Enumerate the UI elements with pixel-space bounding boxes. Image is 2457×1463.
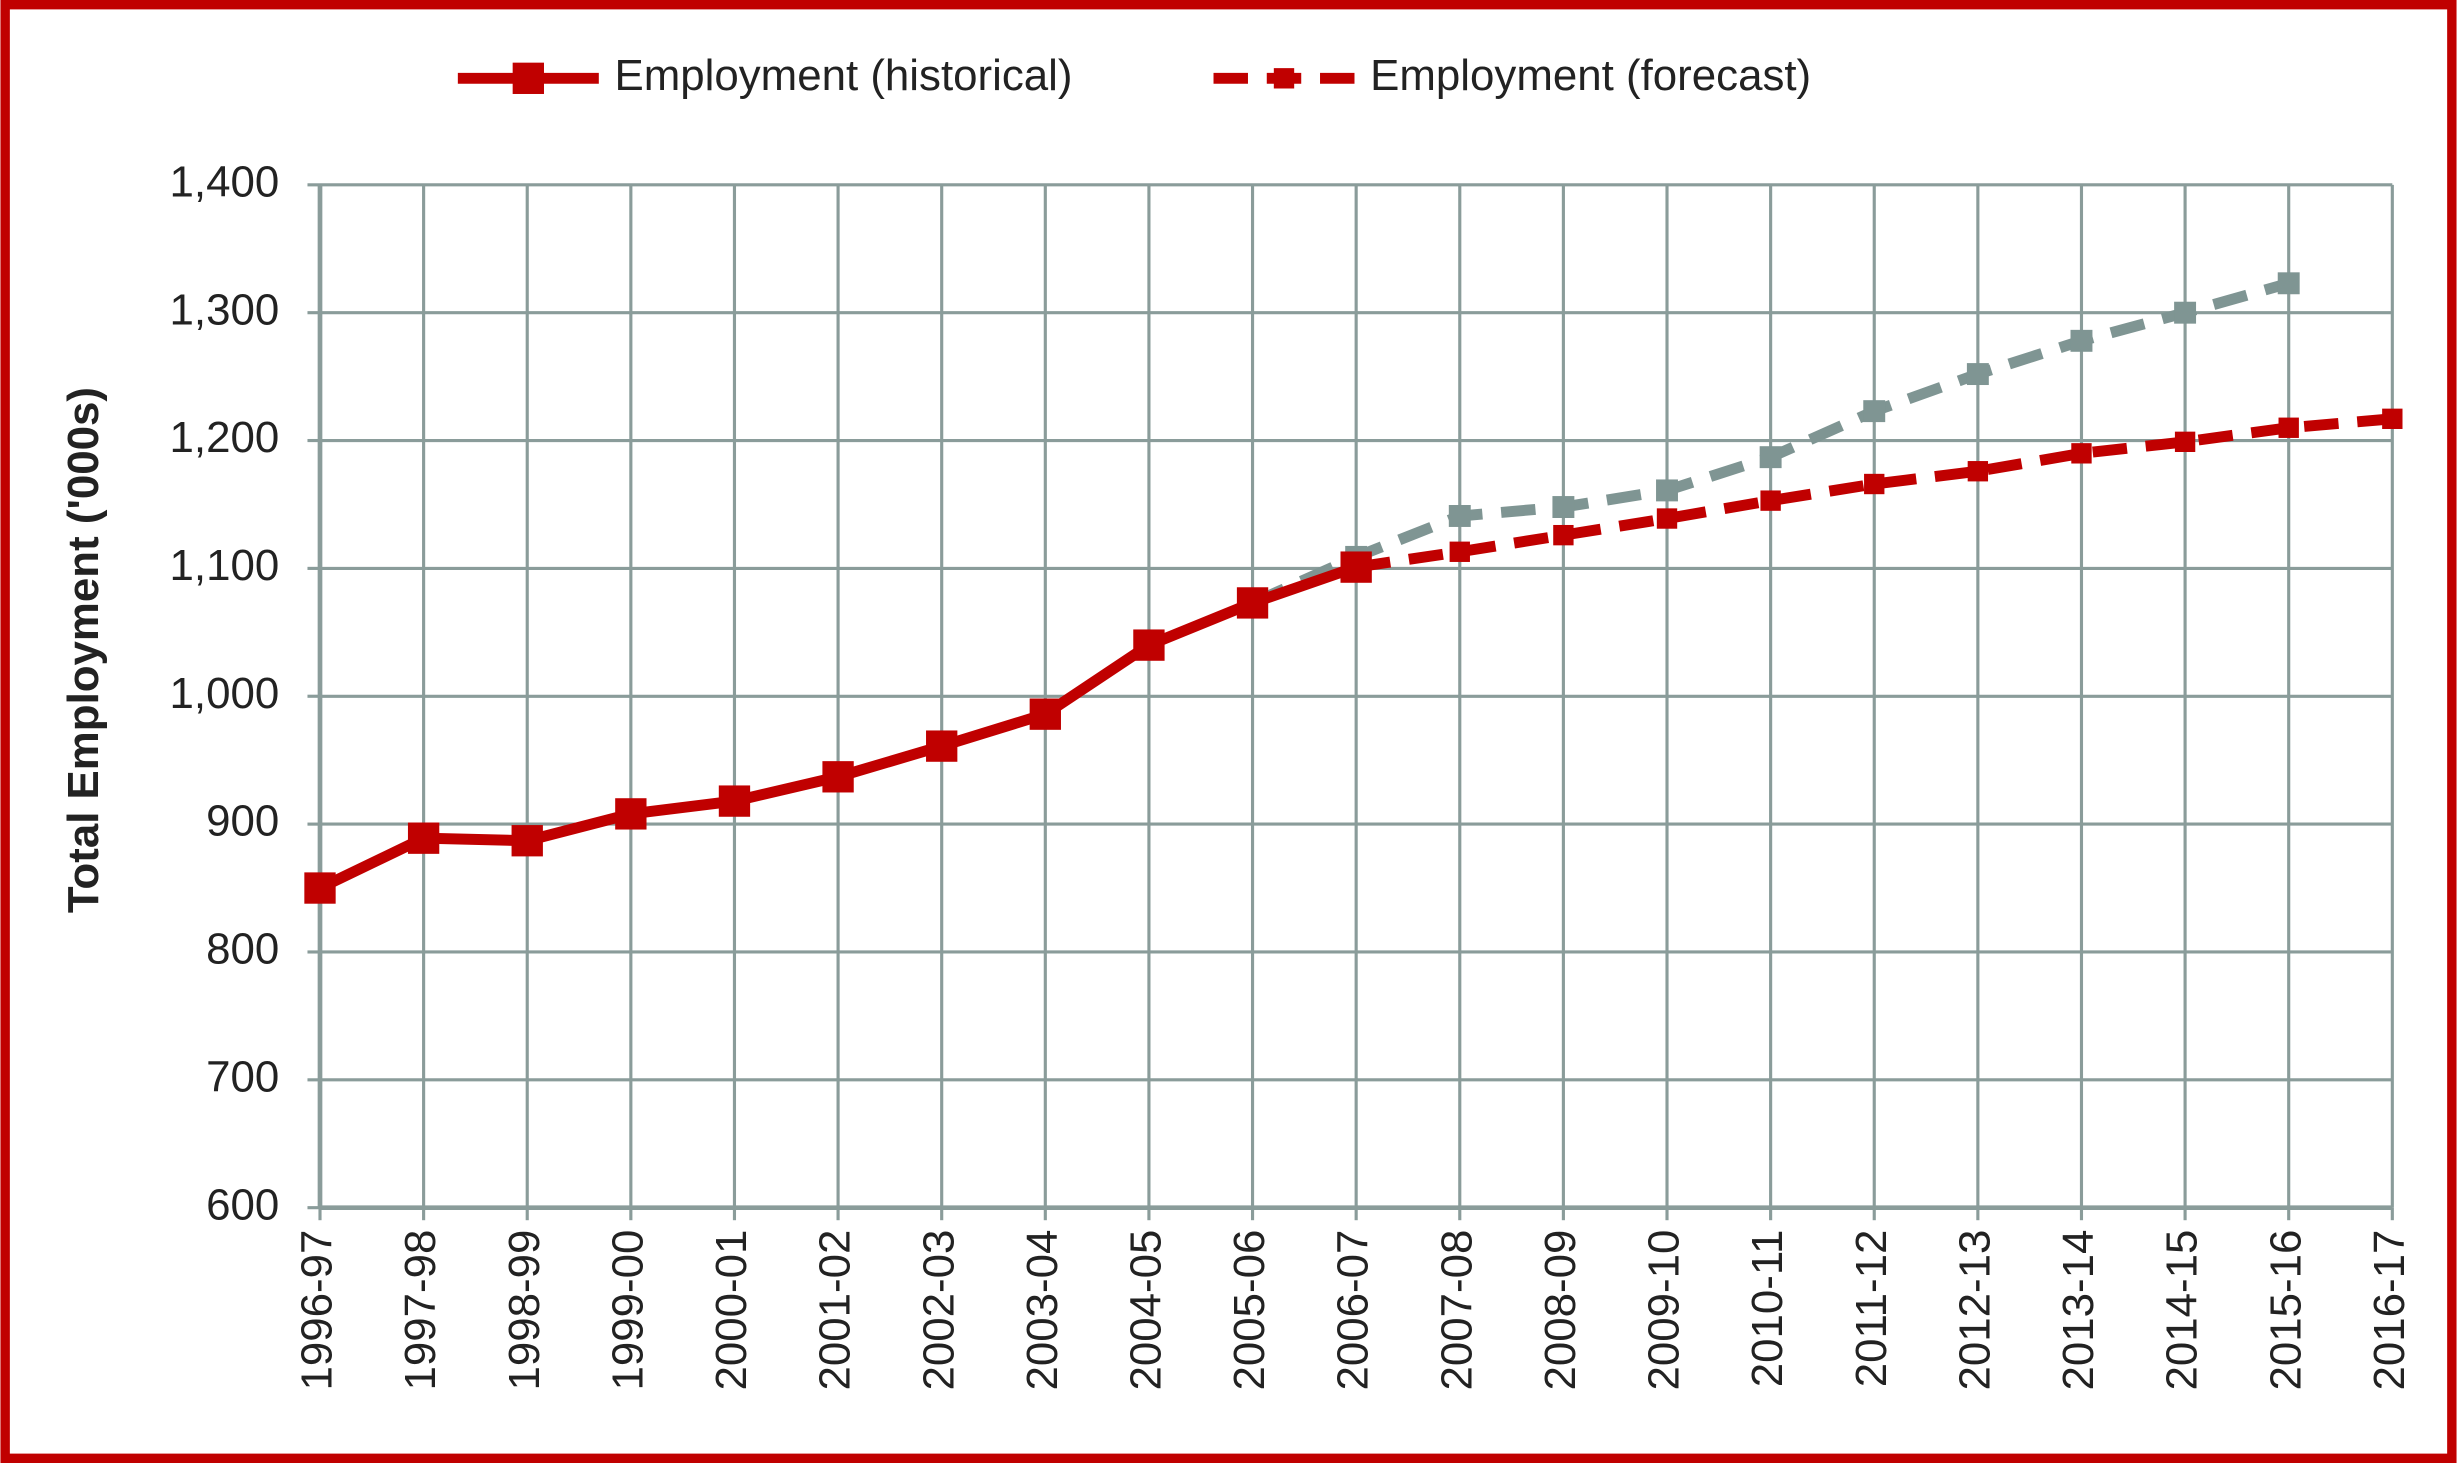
x-tick-label: 2007-08 [1432, 1230, 1481, 1391]
marker [1966, 363, 1989, 386]
y-tick-label: 1,200 [170, 413, 280, 462]
marker [1864, 473, 1885, 495]
marker [304, 872, 336, 904]
marker [1760, 490, 1781, 511]
legend-label: Employment (forecast) [1370, 51, 1811, 100]
x-tick-label: 2013-14 [2054, 1230, 2103, 1391]
marker [615, 798, 647, 830]
x-tick-label: 2014-15 [2158, 1230, 2207, 1391]
marker [1863, 400, 1886, 423]
marker [1029, 698, 1061, 730]
marker [1656, 508, 1678, 529]
x-tick-label: 2012-13 [1950, 1230, 1999, 1391]
marker [1656, 479, 1678, 502]
legend-marker [1273, 68, 1295, 89]
marker [1553, 524, 1574, 546]
x-tick-label: 2005-06 [1225, 1230, 1274, 1391]
marker [407, 822, 440, 854]
x-tick-label: 2004-05 [1122, 1230, 1171, 1391]
marker [2277, 272, 2300, 295]
marker [926, 730, 958, 762]
y-tick-label: 700 [206, 1052, 279, 1101]
x-tick-label: 2010-11 [1743, 1230, 1792, 1388]
marker [2382, 408, 2403, 429]
y-axis-label: Total Employment ('000s) [59, 387, 108, 913]
x-tick-label: 1996-97 [293, 1230, 342, 1391]
marker [2174, 301, 2197, 324]
marker [1967, 461, 1989, 482]
legend-marker [512, 62, 544, 94]
series-line [1355, 413, 2393, 573]
marker [2071, 443, 2092, 464]
marker [718, 785, 751, 817]
y-tick-label: 1,300 [170, 285, 280, 334]
y-tick-label: 1,100 [170, 541, 280, 590]
x-tick-label: 2001-02 [811, 1230, 860, 1391]
x-tick-label: 1997-98 [396, 1230, 445, 1391]
marker [2174, 431, 2196, 453]
marker [1552, 496, 1575, 518]
y-tick-label: 600 [206, 1180, 279, 1229]
marker [2278, 417, 2299, 438]
marker [1133, 629, 1165, 661]
y-tick-label: 1,000 [170, 669, 280, 718]
x-tick-label: 1999-00 [603, 1230, 652, 1391]
x-tick-label: 2015-16 [2261, 1230, 2310, 1391]
x-tick-label: 1998-99 [500, 1230, 549, 1391]
x-tick-label: 2016-17 [2365, 1230, 2414, 1391]
marker [1759, 446, 1782, 469]
x-tick-label: 2006-07 [1329, 1230, 1378, 1391]
marker [1448, 505, 1471, 527]
y-tick-label: 800 [206, 925, 279, 974]
x-tick-label: 2000-01 [707, 1230, 756, 1391]
y-tick-label: 900 [206, 797, 279, 846]
x-tick-label: 2009-10 [1640, 1230, 1689, 1391]
x-tick-label: 2011-12 [1847, 1230, 1896, 1388]
marker [1236, 587, 1269, 619]
x-tick-label: 2003-04 [1018, 1230, 1067, 1391]
x-tick-label: 2002-03 [914, 1230, 963, 1391]
marker [2070, 329, 2093, 352]
marker [1340, 551, 1372, 583]
marker [1449, 541, 1470, 562]
marker [511, 825, 543, 857]
x-tick-label: 2008-09 [1536, 1230, 1585, 1391]
marker [822, 761, 854, 793]
y-tick-label: 1,400 [170, 157, 280, 206]
legend-label: Employment (historical) [614, 51, 1072, 100]
